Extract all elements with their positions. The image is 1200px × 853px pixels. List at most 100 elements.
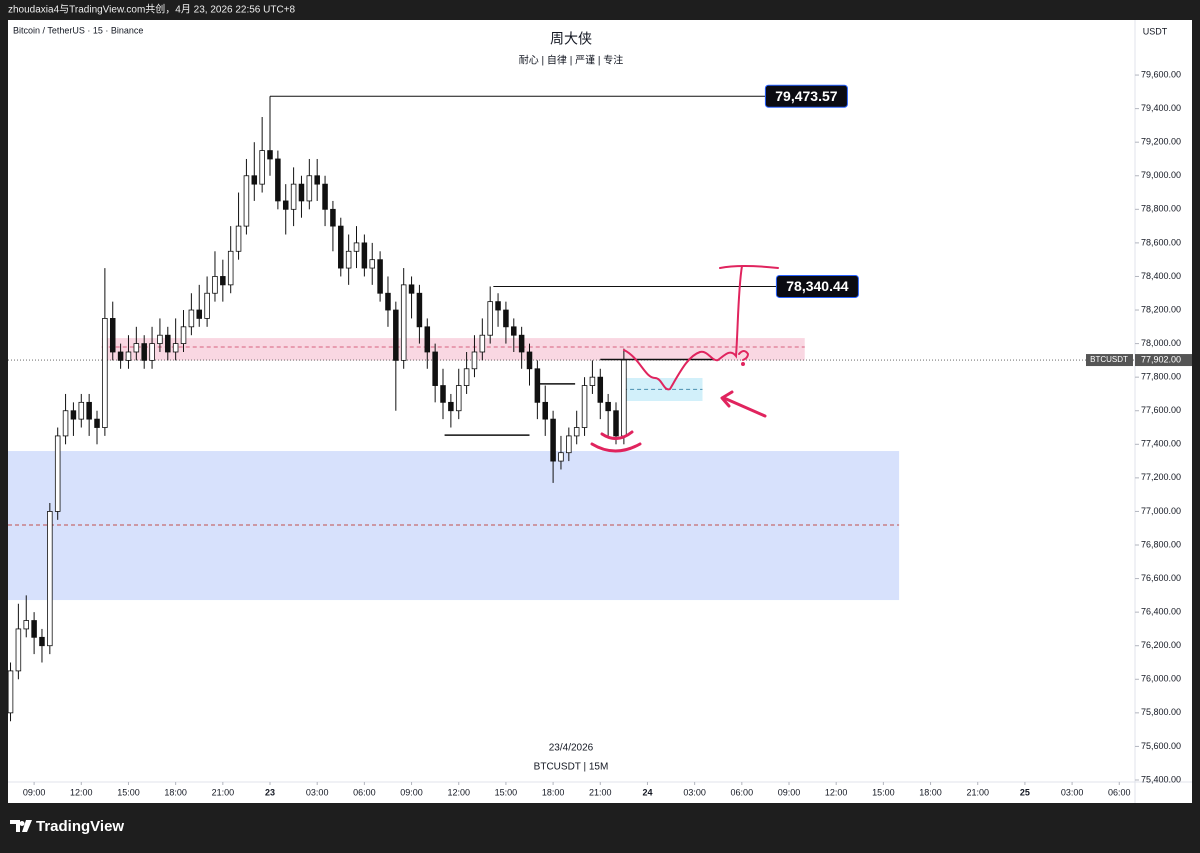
candle-body	[15, 628, 22, 672]
y-tick-label: 77,600.00	[1141, 405, 1181, 415]
candle-body	[542, 401, 548, 420]
candle-body	[479, 334, 486, 353]
candle-body	[550, 418, 556, 462]
logo-mark	[10, 820, 32, 832]
last-price-label: 77,902.00	[1141, 354, 1181, 364]
candle-body	[338, 225, 344, 269]
candle-body	[227, 250, 234, 286]
candle-body	[133, 343, 140, 353]
candle-body	[621, 359, 627, 437]
x-tick-label: 15:00	[117, 787, 140, 797]
y-tick-label: 76,400.00	[1141, 607, 1181, 617]
x-tick-label: 21:00	[212, 787, 235, 797]
candle-body	[267, 150, 273, 160]
x-tick-label: 06:00	[353, 787, 376, 797]
hand-drawing	[590, 265, 779, 453]
header-text: zhoudaxia4与TradingView.com共创，4月 23, 2026…	[8, 3, 296, 16]
y-tick-label: 79,600.00	[1141, 69, 1181, 79]
candle-body	[298, 183, 305, 202]
y-tick-label: 78,200.00	[1141, 304, 1181, 314]
symbol-tag-box	[1086, 354, 1133, 367]
y-tick-label: 75,800.00	[1141, 707, 1181, 717]
level-label-box	[764, 84, 848, 108]
candle-body	[109, 318, 116, 353]
candle-body	[385, 292, 391, 311]
candle-body	[212, 276, 218, 294]
candle-body	[534, 368, 541, 403]
candle-body	[125, 351, 132, 361]
x-tick-label: 03:00	[683, 787, 706, 797]
y-tick-label: 75,400.00	[1141, 774, 1181, 784]
x-tick-label: 09:00	[400, 787, 423, 797]
x-tick-label: 18:00	[164, 787, 187, 797]
candle-body	[117, 351, 124, 361]
chart-title: 周大侠	[550, 31, 592, 47]
candle-body	[377, 259, 383, 294]
candle-body	[70, 410, 77, 420]
level-label: 78,340.44	[786, 278, 848, 294]
candle-body	[448, 401, 454, 412]
candle-body	[86, 401, 92, 420]
symbol-info: Bitcoin / TetherUS · 15 · Binance	[13, 25, 143, 35]
level-label-box	[775, 274, 859, 298]
y-tick-label: 77,400.00	[1141, 439, 1181, 449]
y-tick-label: 79,400.00	[1141, 103, 1181, 113]
candle-body	[62, 410, 69, 437]
candle-body	[463, 368, 470, 386]
watermark-date: 23/4/2026	[549, 743, 594, 754]
candle-body	[7, 670, 14, 714]
x-tick-label: 18:00	[919, 787, 942, 797]
candle-body	[503, 309, 509, 328]
candle-body	[432, 351, 438, 386]
candle-body	[31, 620, 37, 638]
candle-body	[369, 259, 375, 269]
candle-body	[361, 242, 368, 269]
candle-body	[314, 175, 320, 185]
candle-body	[518, 334, 525, 353]
candle-body	[605, 401, 611, 412]
candle-body	[573, 427, 580, 437]
y-tick-label: 77,200.00	[1141, 472, 1181, 482]
x-tick-label: 15:00	[872, 787, 895, 797]
smile-mark	[590, 442, 642, 453]
y-tick-label: 78,400.00	[1141, 271, 1181, 281]
candle-body	[566, 435, 572, 454]
candle-body	[251, 175, 258, 185]
candle-body	[141, 343, 147, 361]
candle-body	[172, 343, 179, 353]
y-tick-label: 78,000.00	[1141, 338, 1181, 348]
candle-body	[581, 385, 588, 428]
candle-body	[455, 385, 462, 412]
x-tick-label: 25	[1020, 787, 1030, 797]
candle-body	[282, 200, 289, 210]
x-tick-label: 21:00	[589, 787, 612, 797]
candle-body	[259, 150, 265, 185]
question-dot	[741, 362, 745, 366]
x-tick-label: 15:00	[495, 787, 518, 797]
y-tick-label: 76,600.00	[1141, 573, 1181, 583]
footer-brand: TradingView	[36, 818, 124, 835]
question-mark	[738, 350, 750, 361]
candle-body	[416, 292, 423, 328]
y-tick-label: 78,800.00	[1141, 204, 1181, 214]
x-tick-label: 09:00	[23, 787, 46, 797]
chart-subtitle: 耐心 | 自律 | 严谨 | 专注	[519, 54, 623, 67]
candle-body	[180, 326, 187, 344]
zone	[623, 378, 703, 401]
x-tick-label: 09:00	[778, 787, 801, 797]
candle-body	[47, 511, 53, 647]
candle-body	[440, 385, 446, 403]
candle-body	[196, 309, 202, 319]
candle-body	[78, 401, 85, 420]
y-tick-label: 79,200.00	[1141, 137, 1181, 147]
y-tick-label: 76,000.00	[1141, 674, 1181, 684]
zone	[101, 338, 805, 361]
candle-body	[290, 183, 297, 210]
candle-body	[94, 418, 100, 428]
candle-body	[235, 225, 242, 252]
plot: 79,473.57 78,340.44	[7, 84, 1135, 722]
x-tick-label: 24	[642, 787, 652, 797]
level-label: 79,473.57	[775, 88, 837, 104]
